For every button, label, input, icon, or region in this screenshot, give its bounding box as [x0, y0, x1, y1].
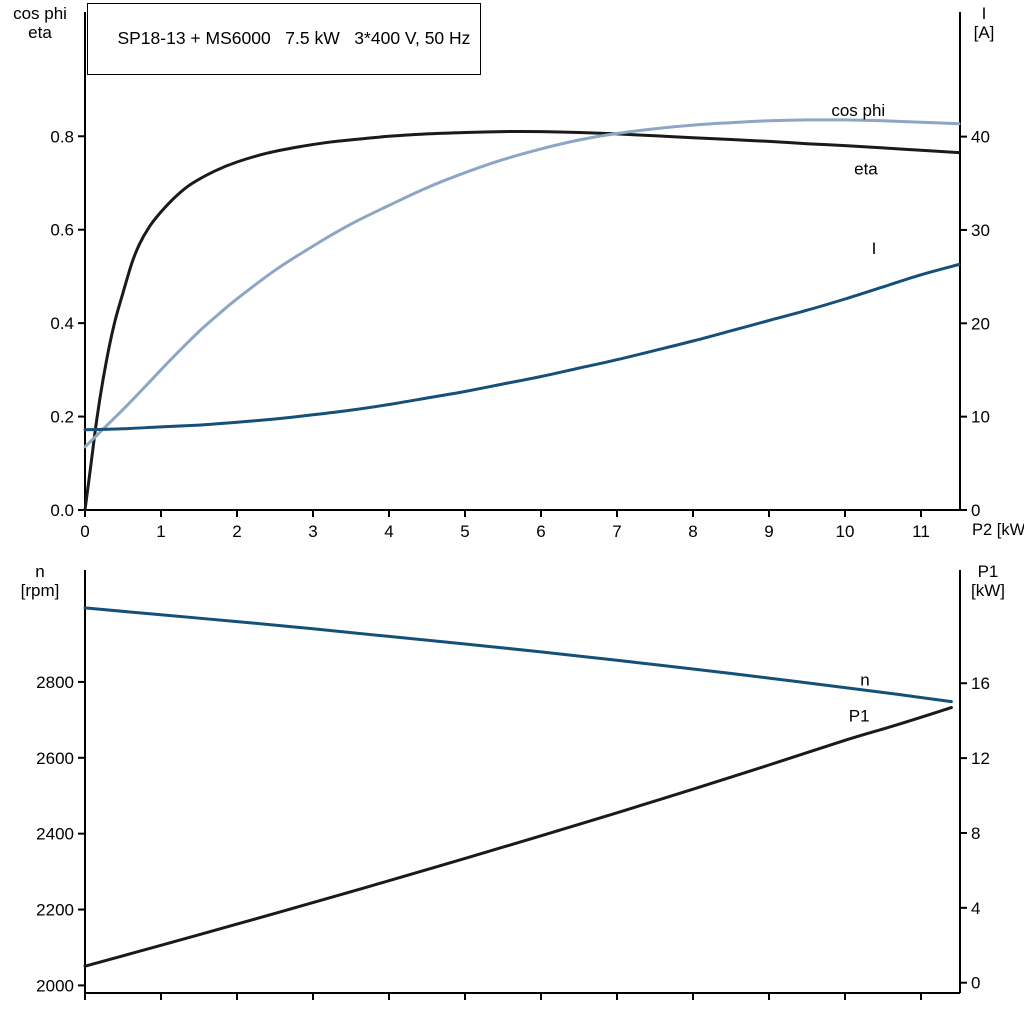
right-tick-label: 30 [971, 221, 990, 240]
axis-title-line-speed: n [35, 562, 45, 581]
series-label-i: I [872, 239, 877, 258]
x-tick-label: 1 [156, 522, 165, 541]
left-tick-label: 0.0 [50, 501, 74, 520]
p1-curve [83, 706, 953, 968]
top-chart-right-axis-title: I [A] [958, 4, 1010, 42]
chart-top: 0 1 2 3 4 5 6 7 8 9 10 11 0.0 0.2 0.4 0.6 0.8 0 10 20 30 40 co… [50, 12, 990, 541]
left-tick-label: 0.8 [50, 127, 74, 146]
x-tick-label: 3 [308, 522, 317, 541]
x-tick-label: 11 [912, 522, 930, 541]
right-tick-label: 12 [971, 749, 990, 768]
chart-title-box: SP18-13 + MS6000 7.5 kW 3*400 V, 50 Hz [87, 3, 482, 75]
right-tick-label: 0 [971, 974, 980, 993]
bottom-chart-left-axis-title: n [rpm] [0, 562, 80, 600]
series-label-eta: eta [854, 160, 878, 179]
x-tick-label: 2 [232, 522, 241, 541]
series-label-p1: P1 [849, 707, 870, 726]
left-tick-label: 0.6 [50, 221, 74, 240]
x-tick-label: 0 [80, 522, 89, 541]
right-tick-label: 8 [971, 824, 980, 843]
x-tick-label: 4 [384, 522, 393, 541]
left-tick-label: 2000 [36, 976, 74, 995]
x-tick-label: 10 [836, 522, 855, 541]
axis-title-line-current: I [981, 4, 987, 23]
axis-title-line-amps-unit: [A] [973, 23, 995, 42]
left-tick-label: 0.2 [50, 408, 74, 427]
bottom-chart-right-axis-title: P1 [kW] [958, 562, 1018, 600]
chart-title: SP18-13 + MS6000 7.5 kW 3*400 V, 50 Hz [117, 28, 471, 48]
x-tick-label: 7 [612, 522, 621, 541]
x-tick-label: 8 [688, 522, 697, 541]
cos-phi-curve [83, 118, 961, 449]
right-tick-label: 40 [971, 128, 990, 147]
right-tick-label: 0 [971, 501, 980, 520]
series-label-n: n [860, 671, 869, 690]
eta-curve [83, 129, 961, 512]
x-tick-label: 9 [764, 522, 773, 541]
axis-title-line-cos-phi: cos phi [13, 4, 67, 23]
axis-title-line-rpm-unit: [rpm] [20, 581, 60, 600]
left-tick-label: 2400 [36, 825, 74, 844]
x-tick-label: 5 [460, 522, 469, 541]
series-label-cos-phi: cos phi [831, 101, 885, 120]
left-tick-label: 0.4 [50, 314, 74, 333]
n-curve [83, 606, 953, 704]
x-axis-title: P2 [kW] [972, 521, 1024, 539]
x-tick-label: 6 [536, 522, 545, 541]
right-tick-label: 10 [971, 408, 990, 427]
axis-title-line-kw-unit: [kW] [971, 581, 1005, 600]
left-tick-label: 2600 [36, 749, 74, 768]
i-curve [83, 263, 961, 432]
axis-title-line-p1: P1 [977, 562, 999, 581]
left-tick-label: 2200 [36, 901, 74, 920]
right-tick-label: 4 [971, 899, 980, 918]
top-chart-left-axis-title: cos phi eta [0, 4, 80, 42]
right-tick-label: 20 [971, 314, 990, 333]
left-tick-label: 2800 [36, 673, 74, 692]
right-tick-label: 16 [971, 674, 990, 693]
chart-bottom: 2000 2200 2400 2600 2800 0 4 8 12 16 n P1 [36, 570, 990, 1000]
axis-title-line-eta: eta [28, 23, 52, 42]
